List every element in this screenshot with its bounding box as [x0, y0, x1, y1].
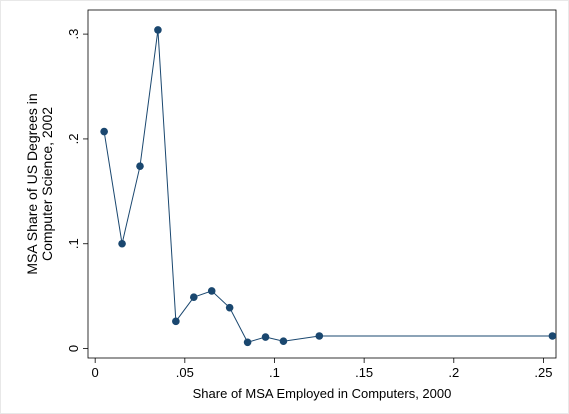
- y-tick-label: .2: [66, 134, 81, 145]
- marker: [243, 338, 252, 347]
- y-tick-label: 0: [66, 345, 81, 352]
- marker: [136, 162, 144, 170]
- marker: [225, 303, 234, 312]
- marker: [100, 127, 108, 136]
- marker: [154, 26, 162, 34]
- marker: [172, 317, 180, 326]
- marker: [279, 337, 288, 346]
- y-axis-label: MSA Share of US Degrees in: [24, 93, 40, 274]
- x-tick-label: .25: [534, 365, 552, 380]
- marker: [315, 332, 324, 340]
- y-axis-label: Computer Science, 2002: [39, 107, 55, 261]
- x-axis-label: Share of MSA Employed in Computers, 2000: [193, 386, 452, 401]
- x-tick-label: .2: [448, 365, 459, 380]
- x-tick-label: .1: [269, 365, 280, 380]
- x-tick-label: .05: [176, 365, 194, 380]
- y-tick-label: .3: [66, 29, 81, 40]
- x-tick-label: 0: [92, 365, 99, 380]
- marker: [548, 332, 557, 340]
- marker: [207, 287, 216, 295]
- y-tick-label: .1: [66, 238, 81, 249]
- plot-frame: [87, 9, 557, 359]
- marker: [189, 293, 198, 302]
- marker: [118, 239, 126, 248]
- marker: [261, 333, 270, 341]
- x-tick-label: .15: [355, 365, 373, 380]
